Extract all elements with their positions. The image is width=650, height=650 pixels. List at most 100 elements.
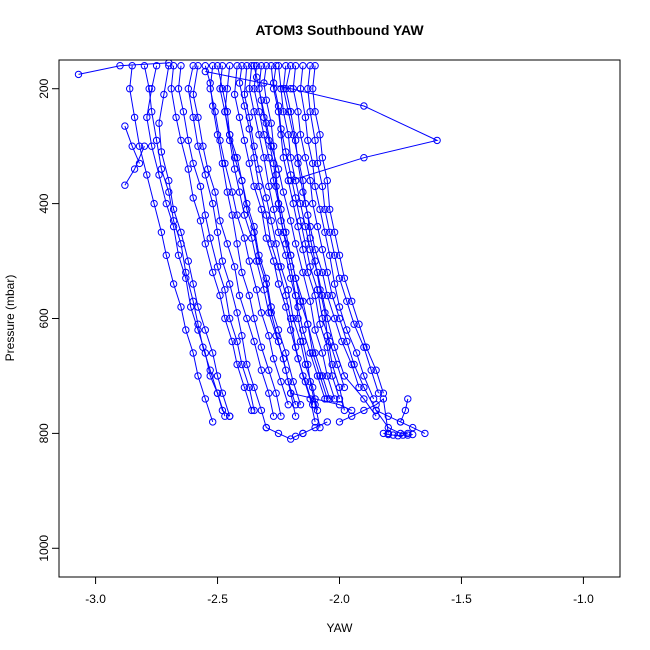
data-point — [313, 372, 322, 380]
data-point — [348, 412, 356, 420]
data-point — [267, 119, 275, 127]
data-point — [274, 61, 283, 70]
data-point — [267, 309, 275, 317]
data-point — [330, 280, 339, 288]
series-line-39 — [290, 392, 352, 411]
data-point — [240, 90, 249, 99]
data-point — [272, 389, 280, 397]
data-point — [316, 372, 324, 380]
data-point — [243, 360, 251, 369]
data-point — [301, 360, 310, 369]
data-point — [172, 113, 180, 122]
data-point — [296, 337, 305, 346]
data-point — [245, 383, 254, 392]
data-point — [299, 61, 307, 70]
data-point — [177, 136, 185, 145]
data-point — [287, 171, 295, 179]
data-point — [265, 389, 273, 397]
data-point — [169, 222, 178, 231]
data-point — [74, 70, 83, 79]
data-point — [399, 431, 407, 439]
data-point — [316, 205, 324, 214]
data-point — [257, 366, 266, 374]
data-point — [282, 251, 290, 260]
data-point — [379, 429, 388, 438]
data-point — [360, 406, 368, 415]
data-point — [304, 211, 312, 219]
data-point — [294, 314, 302, 323]
data-point — [250, 337, 258, 346]
data-point — [167, 85, 175, 93]
data-point — [235, 188, 244, 196]
data-point — [230, 154, 239, 162]
data-point — [240, 234, 249, 242]
series-line-10 — [278, 65, 377, 417]
data-point — [352, 349, 361, 357]
data-point — [277, 412, 285, 420]
data-point — [287, 61, 295, 70]
data-point — [245, 85, 254, 93]
series-line-4 — [285, 65, 345, 411]
data-point — [401, 406, 410, 415]
data-point — [287, 274, 295, 282]
data-point — [296, 217, 305, 225]
data-point — [269, 159, 278, 168]
data-point — [235, 113, 244, 122]
data-point — [433, 136, 441, 145]
data-point — [243, 199, 251, 208]
data-point — [162, 199, 171, 208]
y-tick-label: 800 — [37, 423, 51, 443]
data-point — [260, 154, 268, 162]
data-point — [360, 395, 368, 403]
data-point — [243, 314, 251, 323]
data-point — [311, 423, 319, 432]
data-point — [226, 314, 234, 323]
data-point — [321, 205, 329, 214]
data-point — [240, 136, 249, 145]
data-point — [279, 228, 288, 237]
data-point — [287, 251, 295, 260]
data-point — [287, 217, 295, 225]
x-tick-label: -2.0 — [329, 592, 350, 606]
data-point — [218, 159, 227, 168]
data-point — [189, 90, 197, 99]
data-point — [294, 355, 302, 363]
data-point — [343, 337, 351, 346]
data-point — [201, 67, 210, 76]
data-point — [340, 383, 349, 392]
data-point — [257, 61, 266, 70]
data-point — [421, 429, 429, 438]
data-point — [291, 274, 300, 282]
data-point — [238, 332, 246, 340]
data-point — [255, 257, 263, 265]
data-point — [309, 85, 317, 93]
data-point — [299, 326, 307, 334]
data-point — [250, 406, 258, 415]
data-point — [301, 113, 310, 122]
data-point — [209, 61, 217, 70]
data-point — [294, 108, 302, 116]
data-point — [396, 418, 405, 426]
data-point — [279, 188, 288, 196]
data-point — [223, 85, 232, 93]
data-point — [313, 286, 322, 294]
data-point — [184, 85, 193, 93]
data-point — [140, 142, 149, 150]
data-point — [311, 326, 319, 334]
data-point — [248, 406, 256, 415]
data-point — [301, 378, 310, 386]
data-point — [372, 406, 380, 415]
data-point — [189, 113, 197, 122]
data-point — [311, 245, 319, 254]
data-point — [209, 349, 217, 357]
data-point — [221, 286, 229, 294]
series-line-36 — [383, 432, 413, 437]
data-point — [250, 85, 258, 93]
data-point — [179, 108, 188, 116]
data-point — [306, 234, 314, 242]
data-point — [328, 360, 336, 369]
data-point — [306, 108, 314, 116]
data-point — [299, 176, 307, 185]
data-point — [152, 136, 161, 145]
